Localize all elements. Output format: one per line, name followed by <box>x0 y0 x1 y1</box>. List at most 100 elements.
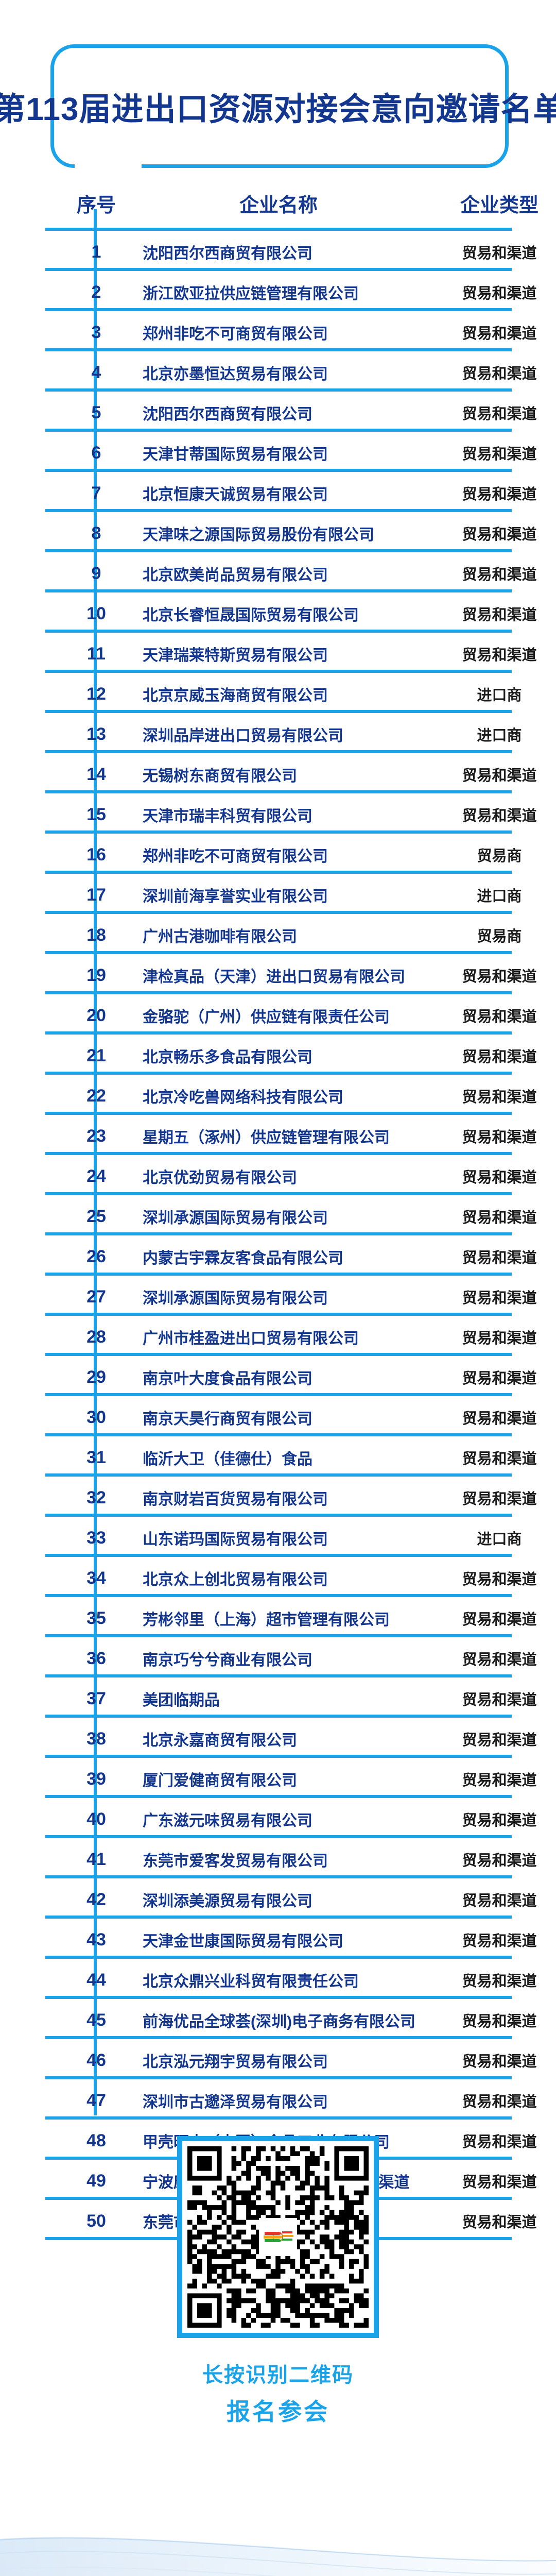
table-row[interactable]: 43 天津金世康国际贸易有限公司 贸易和渠道 <box>67 1924 536 1956</box>
row-divider <box>45 429 512 432</box>
table-row[interactable]: 3 郑州非吃不可商贸有限公司 贸易和渠道 <box>67 316 537 348</box>
row-company-type: 贸易和渠道 <box>462 527 537 543</box>
table-row[interactable]: 18 广州古港咖啡有限公司 贸易商 <box>67 919 534 951</box>
row-company-name: 芳彬邻里（上海）超市管理有限公司 <box>143 1612 390 1629</box>
row-company-name: 内蒙古宇霖友客食品有限公司 <box>143 1250 343 1267</box>
qr-caption-secondary: 报名参会 <box>227 2398 329 2425</box>
table-row[interactable]: 28 广州市桂盈进出口贸易有限公司 贸易和渠道 <box>67 1321 536 1353</box>
qr-code-frame[interactable] <box>177 2136 379 2338</box>
row-divider <box>45 750 512 753</box>
table-row[interactable]: 27 深圳承源国际贸易有限公司 贸易和渠道 <box>67 1281 536 1313</box>
row-divider <box>45 1514 512 1517</box>
table-row[interactable]: 26 内蒙古宇霖友客食品有限公司 贸易和渠道 <box>67 1241 536 1273</box>
row-divider <box>45 1554 512 1557</box>
table-body: 1 沈阳西尔西商贸有限公司 贸易和渠道 2 浙江欧亚拉供应链管理有限公司 贸易和渠道 3 郑州… <box>0 228 556 2240</box>
table-header-row: 序号 企业名称 企业类型 <box>67 178 538 228</box>
row-company-name: 天津味之源国际贸易股份有限公司 <box>143 527 374 544</box>
row-divider <box>45 1795 512 1798</box>
row-company-name: 沈阳西尔西商贸有限公司 <box>143 245 312 262</box>
row-company-name: 北京京威玉海商贸有限公司 <box>143 687 328 704</box>
table-row[interactable]: 33 山东诺玛国际贸易有限公司 进口商 <box>67 1522 534 1554</box>
table-row[interactable]: 24 北京优劲贸易有限公司 贸易和渠道 <box>67 1160 536 1192</box>
table-row[interactable]: 19 津检真品（天津）进出口贸易有限公司 贸易和渠道 <box>67 959 536 991</box>
table-row[interactable]: 12 北京京威玉海商贸有限公司 进口商 <box>67 678 534 710</box>
table-row[interactable]: 16 郑州非吃不可商贸有限公司 贸易商 <box>67 839 534 871</box>
row-company-type: 贸易和渠道 <box>462 285 537 302</box>
row-company-type: 贸易和渠道 <box>462 969 537 985</box>
table-row[interactable]: 17 深圳前海享誉实业有限公司 进口商 <box>67 879 534 911</box>
row-company-name: 厦门爱健商贸有限公司 <box>143 1772 297 1789</box>
table-row[interactable]: 4 北京亦墨恒达贸易有限公司 贸易和渠道 <box>67 357 537 388</box>
table-row[interactable]: 9 北京欧美尚品贸易有限公司 贸易和渠道 <box>67 557 537 589</box>
row-divider <box>45 871 512 874</box>
table-row[interactable]: 45 前海优品全球荟(深圳)电子商务有限公司 贸易和渠道 <box>67 2004 536 2036</box>
row-index: 11 <box>87 643 106 664</box>
row-company-type: 贸易和渠道 <box>462 1290 537 1307</box>
table-row[interactable]: 5 沈阳西尔西商贸有限公司 贸易和渠道 <box>67 397 537 429</box>
row-company-name: 前海优品全球荟(深圳)电子商务有限公司 <box>143 2013 415 2030</box>
table-row[interactable]: 10 北京长睿恒晟国际贸易有限公司 贸易和渠道 <box>67 598 536 630</box>
table-row[interactable]: 47 深圳市古邈泽贸易有限公司 贸易和渠道 <box>67 2084 536 2116</box>
table-row[interactable]: 35 芳彬邻里（上海）超市管理有限公司 贸易和渠道 <box>67 1602 536 1634</box>
row-index: 29 <box>86 1367 106 1387</box>
table-row[interactable]: 34 北京众上创北贸易有限公司 贸易和渠道 <box>67 1562 536 1594</box>
table-row[interactable]: 8 天津味之源国际贸易股份有限公司 贸易和渠道 <box>67 517 537 549</box>
row-index: 36 <box>86 1648 106 1668</box>
row-index: 46 <box>86 2050 106 2070</box>
row-company-name: 深圳承源国际贸易有限公司 <box>143 1290 328 1307</box>
qr-section: 长按识别二维码 报名参会 <box>0 2136 556 2427</box>
qr-code-image[interactable] <box>187 2146 369 2328</box>
row-index: 14 <box>86 764 106 784</box>
table-row[interactable]: 46 北京泓元翔宇贸易有限公司 贸易和渠道 <box>67 2044 536 2076</box>
row-company-name: 南京叶大度食品有限公司 <box>143 1370 312 1387</box>
row-index: 10 <box>86 603 106 623</box>
table-row[interactable]: 20 金骆驼（广州）供应链有限责任公司 贸易和渠道 <box>67 999 536 1031</box>
table-row[interactable]: 42 深圳添美源贸易有限公司 贸易和渠道 <box>67 1884 536 1916</box>
table-row[interactable]: 41 东莞市爱客发贸易有限公司 贸易和渠道 <box>67 1843 536 1875</box>
table-row[interactable]: 23 星期五（涿州）供应链管理有限公司 贸易和渠道 <box>67 1120 536 1152</box>
table-row[interactable]: 13 深圳品岸进出口贸易有限公司 进口商 <box>67 718 534 750</box>
row-company-type: 贸易和渠道 <box>462 1129 537 1146</box>
table-row[interactable]: 37 美团临期品 贸易和渠道 <box>67 1683 536 1715</box>
row-divider <box>45 549 512 552</box>
row-company-type: 贸易和渠道 <box>462 1692 537 1708</box>
row-company-type: 贸易和渠道 <box>462 2174 537 2191</box>
table-row[interactable]: 1 沈阳西尔西商贸有限公司 贸易和渠道 <box>67 236 537 268</box>
row-index: 25 <box>86 1206 106 1226</box>
row-index: 15 <box>86 804 106 824</box>
table-row[interactable]: 40 广东滋元味贸易有限公司 贸易和渠道 <box>67 1803 536 1835</box>
row-divider <box>45 1755 512 1758</box>
table-row[interactable]: 11 天津瑞莱特斯贸易有限公司 贸易和渠道 <box>67 638 536 670</box>
table-row[interactable]: 31 临沂大卫（佳德仕）食品 贸易和渠道 <box>67 1442 536 1473</box>
row-company-type: 贸易和渠道 <box>462 1330 537 1347</box>
table-row[interactable]: 32 南京财岩百货贸易有限公司 贸易和渠道 <box>67 1482 536 1514</box>
row-index: 47 <box>86 2090 106 2110</box>
table-row[interactable]: 6 天津甘蒂国际贸易有限公司 贸易和渠道 <box>67 437 537 469</box>
table-row[interactable]: 22 北京冷吃兽网络科技有限公司 贸易和渠道 <box>67 1080 536 1112</box>
row-divider <box>45 1996 512 1999</box>
table-row[interactable]: 36 南京巧兮兮商业有限公司 贸易和渠道 <box>67 1642 536 1674</box>
row-company-type: 贸易商 <box>477 848 522 865</box>
row-divider <box>45 388 512 392</box>
table-row[interactable]: 29 南京叶大度食品有限公司 贸易和渠道 <box>67 1361 536 1393</box>
table-row[interactable]: 7 北京恒康天诚贸易有限公司 贸易和渠道 <box>67 477 537 509</box>
row-index: 1 <box>91 242 101 262</box>
table-row[interactable]: 15 天津市瑞丰科贸有限公司 贸易和渠道 <box>67 799 536 831</box>
table-row[interactable]: 14 无锡树东商贸有限公司 贸易和渠道 <box>67 758 536 790</box>
table-row[interactable]: 38 北京永嘉商贸有限公司 贸易和渠道 <box>67 1723 536 1755</box>
table-row[interactable]: 30 南京天昊行商贸有限公司 贸易和渠道 <box>67 1401 536 1433</box>
row-company-name: 南京天昊行商贸有限公司 <box>143 1411 312 1428</box>
row-divider <box>45 1634 512 1637</box>
table-row[interactable]: 44 北京众鼎兴业科贸有限责任公司 贸易和渠道 <box>67 1964 536 1996</box>
column-header-type: 企业类型 <box>460 194 538 216</box>
row-company-type: 贸易和渠道 <box>462 245 537 262</box>
row-company-type: 贸易和渠道 <box>462 1772 537 1789</box>
row-company-type: 贸易和渠道 <box>462 2094 537 2110</box>
table-row[interactable]: 25 深圳承源国际贸易有限公司 贸易和渠道 <box>67 1200 536 1232</box>
table-row[interactable]: 39 厦门爱健商贸有限公司 贸易和渠道 <box>67 1763 536 1795</box>
row-company-type: 贸易和渠道 <box>462 1250 537 1266</box>
row-company-name: 天津瑞莱特斯贸易有限公司 <box>143 647 328 664</box>
table-row[interactable]: 2 浙江欧亚拉供应链管理有限公司 贸易和渠道 <box>67 276 537 308</box>
table-row[interactable]: 21 北京畅乐多食品有限公司 贸易和渠道 <box>67 1040 536 1072</box>
row-company-name: 浙江欧亚拉供应链管理有限公司 <box>143 285 359 302</box>
